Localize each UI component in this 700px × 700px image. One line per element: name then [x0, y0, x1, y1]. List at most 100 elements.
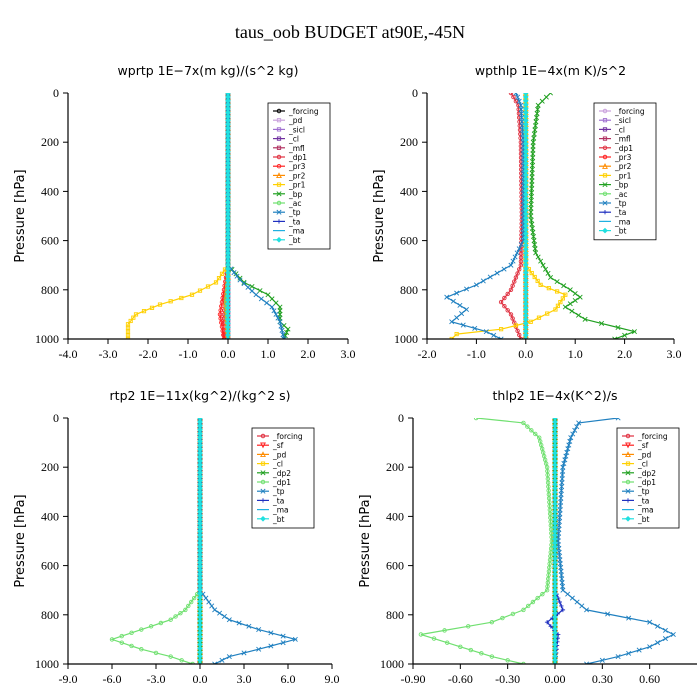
- panel-title: rtp2 1E−11x(kg^2)/(kg^2 s): [110, 388, 291, 403]
- legend-entry: _tp: [637, 487, 650, 496]
- legend-entry: _tp: [614, 199, 627, 208]
- legend-entry: _forcing: [614, 107, 645, 116]
- data-point: [519, 115, 525, 121]
- legend-entry: _ma: [272, 506, 289, 515]
- data-point: [129, 643, 134, 649]
- data-point: [234, 273, 240, 279]
- legend-box: [593, 102, 657, 241]
- data-point: [131, 315, 136, 320]
- legend-marker: [625, 470, 631, 476]
- data-point: [525, 424, 530, 429]
- data-point: [449, 336, 454, 339]
- data-point: [206, 599, 212, 605]
- data-point: [529, 166, 535, 172]
- data-point: [574, 424, 580, 430]
- legend-entry: _pd: [637, 450, 652, 459]
- data-point: [556, 526, 562, 532]
- legend-marker: [602, 227, 608, 234]
- data-point: [516, 107, 521, 112]
- data-point: [566, 442, 572, 448]
- legend-entry: _sf: [272, 441, 284, 450]
- data-point: [544, 587, 550, 593]
- data-point: [555, 632, 561, 637]
- data-point: [540, 591, 545, 597]
- data-point: [532, 274, 537, 280]
- data-point: [552, 661, 558, 664]
- data-point: [277, 311, 283, 317]
- data-point: [466, 624, 471, 629]
- data-point: [556, 519, 562, 525]
- data-point: [555, 303, 561, 308]
- data-point: [554, 289, 560, 294]
- legend-entry: _dp1: [637, 478, 656, 487]
- y-tick-label: 0: [412, 86, 418, 100]
- legend-marker: [602, 182, 608, 188]
- data-point: [552, 418, 558, 421]
- data-point: [468, 647, 474, 653]
- legend-entry: _pr2: [614, 162, 632, 171]
- data-point: [256, 646, 262, 652]
- data-point: [464, 306, 470, 312]
- legend-marker: [276, 145, 282, 150]
- data-point: [559, 480, 565, 486]
- data-point: [265, 292, 271, 298]
- y-tick-label: 600: [41, 559, 59, 573]
- data-point: [517, 119, 522, 124]
- data-point: [535, 278, 540, 284]
- legend-entry: _pr1: [614, 171, 632, 180]
- chart-panel-1: wprtp 1E−7x(m kg)/(s^2 kg) Pressure [hPa]…: [13, 63, 356, 361]
- y-tick-label: 200: [400, 135, 418, 149]
- panel-title: thlp2 1E−4x(K^2)/s: [493, 388, 618, 403]
- data-point: [128, 318, 133, 324]
- data-point: [479, 651, 484, 656]
- data-point: [626, 650, 632, 656]
- legend: _forcing_sicl_cl_mfl_dp1_pr3_pr2_pr1_bp_…: [593, 102, 657, 241]
- legend-entry: _bt: [637, 515, 650, 524]
- data-point: [278, 323, 284, 329]
- data-point: [655, 640, 661, 646]
- data-point: [545, 270, 551, 276]
- x-tick-label: 0.00: [545, 672, 566, 686]
- data-point: [584, 607, 590, 613]
- data-point: [530, 139, 536, 145]
- data-point: [444, 640, 450, 645]
- legend-entry: _ta: [272, 496, 284, 505]
- data-point: [459, 311, 465, 317]
- data-point: [556, 522, 562, 528]
- data-point: [226, 617, 232, 623]
- legend-entry: _ta: [637, 496, 649, 505]
- data-point: [133, 312, 139, 317]
- data-point: [284, 329, 290, 335]
- legend-entry: _ma: [614, 217, 631, 226]
- legend-marker: [260, 470, 266, 476]
- y-tick-label: 400: [386, 509, 404, 523]
- data-point: [249, 288, 255, 294]
- data-point: [197, 418, 203, 421]
- data-point: [510, 316, 515, 321]
- data-point: [464, 286, 470, 292]
- data-point: [567, 301, 573, 307]
- data-point: [559, 603, 564, 609]
- data-point: [119, 633, 124, 639]
- data-point: [245, 284, 251, 290]
- x-tick-label: 0.0: [193, 672, 208, 686]
- data-point: [148, 624, 154, 629]
- legend-entry: _cl: [637, 460, 648, 469]
- data-point: [253, 292, 259, 298]
- data-point: [257, 288, 263, 294]
- legend-marker: [276, 200, 282, 206]
- data-point: [125, 336, 131, 339]
- data-point: [277, 308, 283, 314]
- data-point: [513, 93, 519, 96]
- data-point: [530, 143, 536, 149]
- data-point: [528, 217, 534, 223]
- data-point: [217, 610, 223, 616]
- data-point: [535, 595, 540, 601]
- x-tick-label: -3.0: [147, 672, 166, 686]
- legend-marker: [602, 108, 608, 114]
- data-point: [525, 603, 531, 609]
- legend-marker: [602, 200, 608, 206]
- data-point: [574, 599, 580, 605]
- data-point: [530, 599, 536, 605]
